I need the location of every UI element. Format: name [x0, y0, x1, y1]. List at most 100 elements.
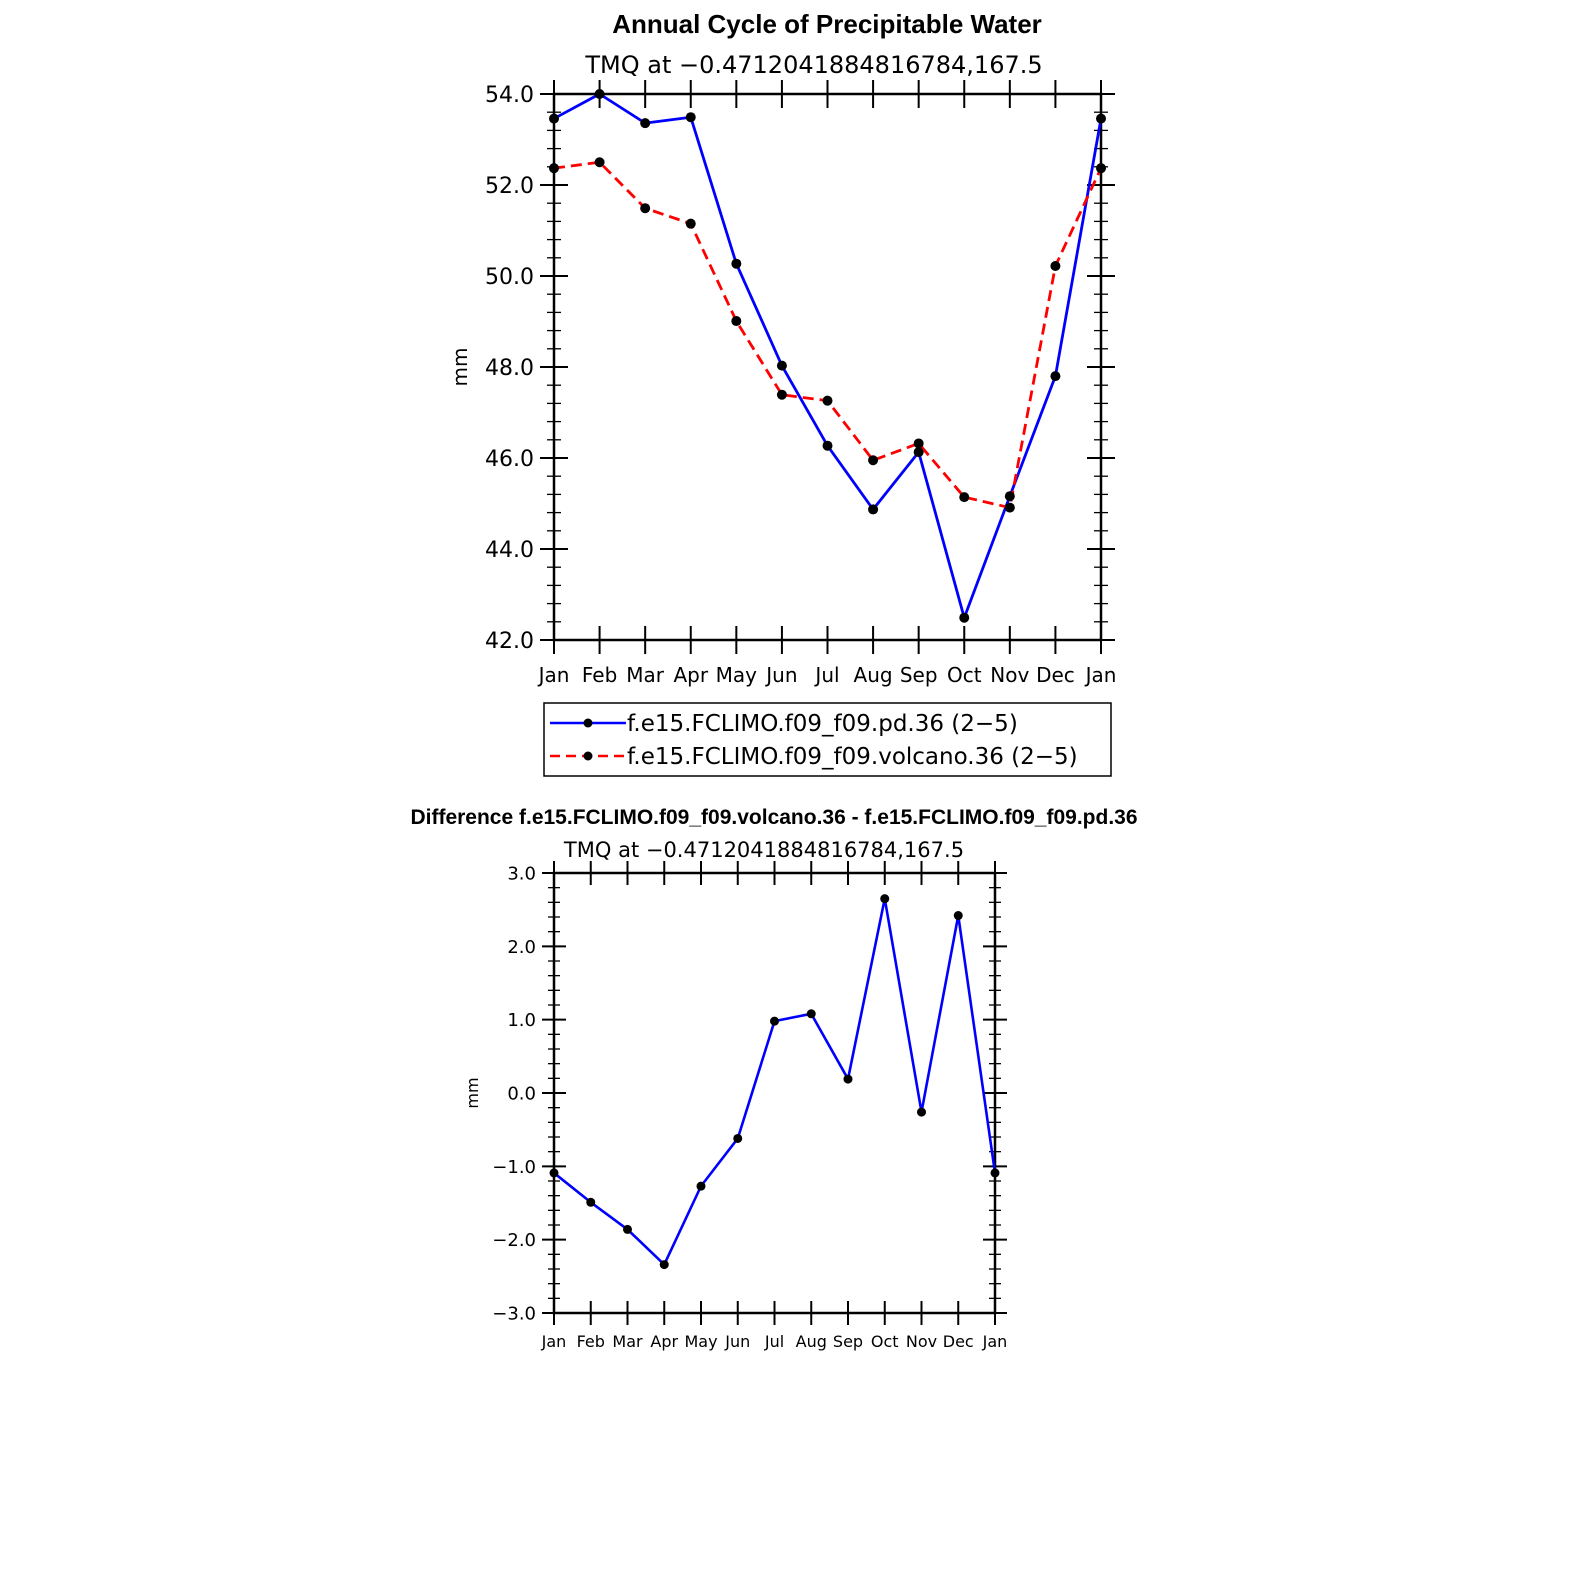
series-0-point: [586, 1197, 596, 1207]
series-0-point: [953, 911, 963, 921]
y-tick-label: 1.0: [507, 1010, 536, 1031]
series-0-point: [990, 1168, 1000, 1178]
chart2-ylabel: mm: [463, 1077, 482, 1108]
chart2-subtitle: TMQ at −0.4712041884816784,167.5: [563, 838, 964, 862]
series-1-point: [594, 157, 605, 168]
x-tick-label: Jan: [982, 1332, 1008, 1351]
y-tick-label: 44.0: [485, 538, 534, 563]
chart1-subtitle: TMQ at −0.4712041884816784,167.5: [584, 51, 1042, 79]
series-line-1: [553, 160, 1103, 509]
series-0-point: [549, 113, 559, 124]
legend-box: [543, 702, 1112, 777]
series-0-point: [806, 1009, 816, 1019]
y-tick-label: 46.0: [485, 447, 534, 472]
x-tick-label: Feb: [582, 663, 617, 687]
series-1-point: [1004, 502, 1015, 513]
x-tick-label: Apr: [673, 663, 708, 687]
x-tick-label: Oct: [871, 1332, 899, 1351]
series-0-point: [623, 1224, 632, 1234]
x-tick-label: Feb: [577, 1332, 605, 1351]
series-0-point: [685, 112, 696, 123]
series-line-0: [553, 92, 1103, 620]
x-tick-label: Nov: [906, 1332, 937, 1351]
x-tick-label: Jul: [764, 1332, 784, 1351]
series-0-point: [843, 1074, 853, 1084]
series-0-point: [959, 612, 970, 623]
x-tick-label: Sep: [900, 663, 938, 687]
series-0-point: [868, 504, 879, 515]
plot-frame: [552, 92, 1103, 642]
x-tick-label: Jun: [724, 1332, 750, 1351]
chart1-ylabel: mm: [448, 348, 472, 387]
y-tick-label: −3.0: [492, 1303, 536, 1324]
series-1-point: [822, 395, 833, 406]
y-tick-label: 54.0: [485, 83, 534, 108]
chart2-title: Difference f.e15.FCLIMO.f09_f09.volcano.…: [410, 806, 1137, 829]
y-tick-label: 50.0: [485, 265, 534, 290]
series-0-point: [776, 360, 787, 371]
chart1-legend: f.e15.FCLIMO.f09_f09.pd.36 (2−5) f.e15.F…: [543, 702, 1112, 777]
x-tick-label: Oct: [947, 663, 982, 687]
chart1-title: Annual Cycle of Precipitable Water: [612, 9, 1042, 39]
series-1-point: [1050, 260, 1061, 271]
x-tick-label: May: [684, 1332, 717, 1351]
series-0-point: [913, 447, 924, 458]
series-0-point: [733, 1133, 743, 1143]
legend-label-volcano: f.e15.FCLIMO.f09_f09.volcano.36 (2−5): [627, 744, 1078, 770]
x-tick-label: Jul: [813, 663, 839, 687]
series-1-point: [731, 316, 742, 327]
y-tick-label: −1.0: [492, 1157, 536, 1178]
x-tick-label: Aug: [854, 663, 893, 687]
x-tick-label: Jan: [1084, 663, 1117, 687]
series-0-point: [696, 1181, 706, 1191]
x-tick-label: Mar: [626, 663, 665, 687]
y-tick-label: 2.0: [507, 937, 536, 958]
x-tick-label: Aug: [796, 1332, 827, 1351]
y-tick-label: 42.0: [485, 629, 534, 654]
chart1-axes: 42.0 44.0 46.0 48.0 50.0 52.0 54.0 Jan Feb Mar Apr…: [485, 80, 1116, 687]
chart2-plot-area: [549, 894, 1000, 1270]
y-tick-label: 52.0: [485, 174, 534, 199]
series-1-point: [1096, 163, 1106, 174]
x-tick-label: Dec: [943, 1332, 974, 1351]
legend-label-pd: f.e15.FCLIMO.f09_f09.pd.36 (2−5): [627, 711, 1018, 737]
series-1-point: [685, 218, 696, 229]
x-tick-label: Mar: [612, 1332, 643, 1351]
series-0-point: [640, 118, 651, 129]
plot-frame: [552, 871, 997, 1315]
chart1-plot-area: [549, 89, 1106, 623]
series-0-point: [822, 440, 833, 451]
series-line-0: [553, 897, 997, 1266]
x-tick-label: Jan: [537, 663, 570, 687]
y-tick-label: 0.0: [507, 1083, 536, 1104]
series-0-point: [549, 1168, 559, 1178]
series-0-point: [1096, 113, 1106, 124]
y-tick-label: 48.0: [485, 356, 534, 381]
series-0-point: [1004, 491, 1015, 502]
x-tick-label: Dec: [1036, 663, 1075, 687]
series-1-point: [640, 203, 651, 214]
x-tick-label: Sep: [833, 1332, 863, 1351]
x-tick-label: Jan: [541, 1332, 567, 1351]
x-tick-label: Nov: [990, 663, 1029, 687]
series-0-point: [1050, 371, 1061, 382]
series-1-point: [776, 389, 787, 400]
series-0-point: [770, 1016, 779, 1026]
x-tick-label: Jun: [764, 663, 797, 687]
series-1-point: [913, 438, 924, 449]
series-0-point: [731, 258, 742, 269]
series-0-point: [659, 1260, 669, 1270]
series-1-point: [959, 492, 970, 503]
x-tick-label: May: [716, 663, 758, 687]
series-1-point: [549, 163, 559, 174]
y-tick-label: −2.0: [492, 1230, 536, 1251]
series-1-point: [868, 455, 879, 466]
series-0-point: [594, 89, 605, 99]
y-tick-label: 3.0: [507, 863, 536, 884]
series-0-point: [917, 1107, 926, 1117]
series-0-point: [880, 894, 890, 904]
chart2-axes: −3.0 −2.0 −1.0 0.0 1.0 2.0 3.0 Jan Feb Mar Apr May J…: [492, 861, 1007, 1351]
legend-marker-volcano: [583, 751, 593, 761]
legend-marker-pd: [583, 718, 593, 728]
